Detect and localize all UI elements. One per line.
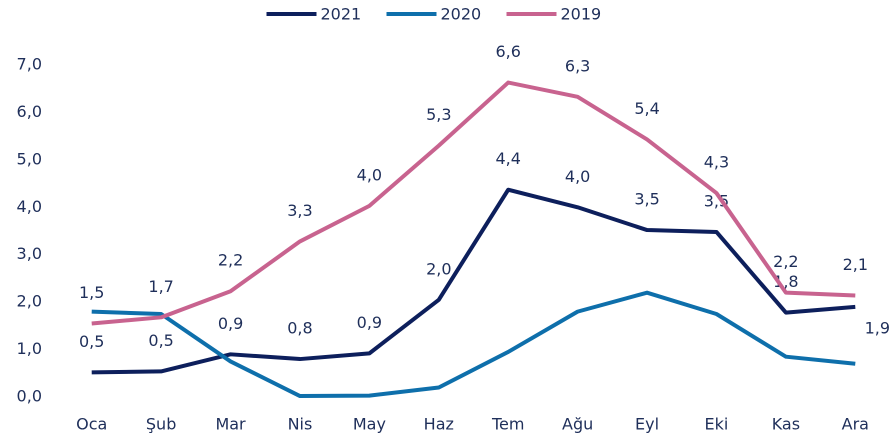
data-label: 0,9 (357, 313, 382, 332)
x-tick-label: May (353, 415, 386, 434)
series-line (91, 187, 856, 375)
data-label: 0,9 (218, 314, 243, 333)
data-label: 5,3 (426, 105, 451, 124)
x-tick-label: Eki (705, 415, 729, 434)
x-tick-label: Ara (842, 415, 869, 434)
y-tick-label: 4,0 (17, 197, 42, 216)
data-label: 4,0 (565, 167, 590, 186)
data-label: 3,5 (634, 190, 659, 209)
data-label: 2,2 (773, 252, 798, 271)
data-label: 4,4 (495, 149, 520, 168)
y-tick-label: 5,0 (17, 149, 42, 168)
y-tick-label: 1,0 (17, 339, 42, 358)
x-tick-label: Ağu (562, 415, 593, 434)
data-label: 5,4 (634, 99, 659, 118)
data-label: 6,3 (565, 56, 590, 75)
x-tick-label: Mar (215, 415, 246, 434)
x-tick-label: Oca (76, 415, 107, 434)
y-tick-label: 2,0 (17, 292, 42, 311)
data-label: 1,7 (148, 277, 173, 296)
y-tick-label: 0,0 (17, 387, 42, 406)
series-line (91, 80, 856, 326)
legend-label: 2020 (441, 5, 482, 24)
y-tick-label: 7,0 (17, 55, 42, 74)
data-label: 0,5 (148, 331, 173, 350)
x-tick-label: Kas (772, 415, 800, 434)
legend-label: 2019 (561, 5, 602, 24)
x-tick-label: Nis (288, 415, 313, 434)
y-tick-label: 3,0 (17, 244, 42, 263)
data-label: 1,5 (79, 283, 104, 302)
legend-label: 2021 (321, 5, 362, 24)
y-tick-label: 6,0 (17, 102, 42, 121)
x-tick-label: Tem (491, 415, 524, 434)
series-line (91, 290, 856, 399)
data-label: 4,3 (704, 153, 729, 172)
data-label: 2,1 (843, 255, 868, 274)
data-label: 0,5 (79, 332, 104, 351)
data-label: 4,0 (357, 165, 382, 184)
x-tick-label: Şub (146, 415, 176, 434)
data-label: 2,2 (218, 251, 243, 270)
data-label: 2,0 (426, 259, 451, 278)
data-label: 6,6 (495, 42, 520, 61)
x-tick-label: Eyl (635, 415, 659, 434)
data-label: 0,8 (287, 319, 312, 338)
data-label: 3,3 (287, 201, 312, 220)
data-label: 1,9 (865, 318, 890, 337)
x-tick-label: Haz (424, 415, 454, 434)
data-label: 3,5 (704, 191, 729, 210)
